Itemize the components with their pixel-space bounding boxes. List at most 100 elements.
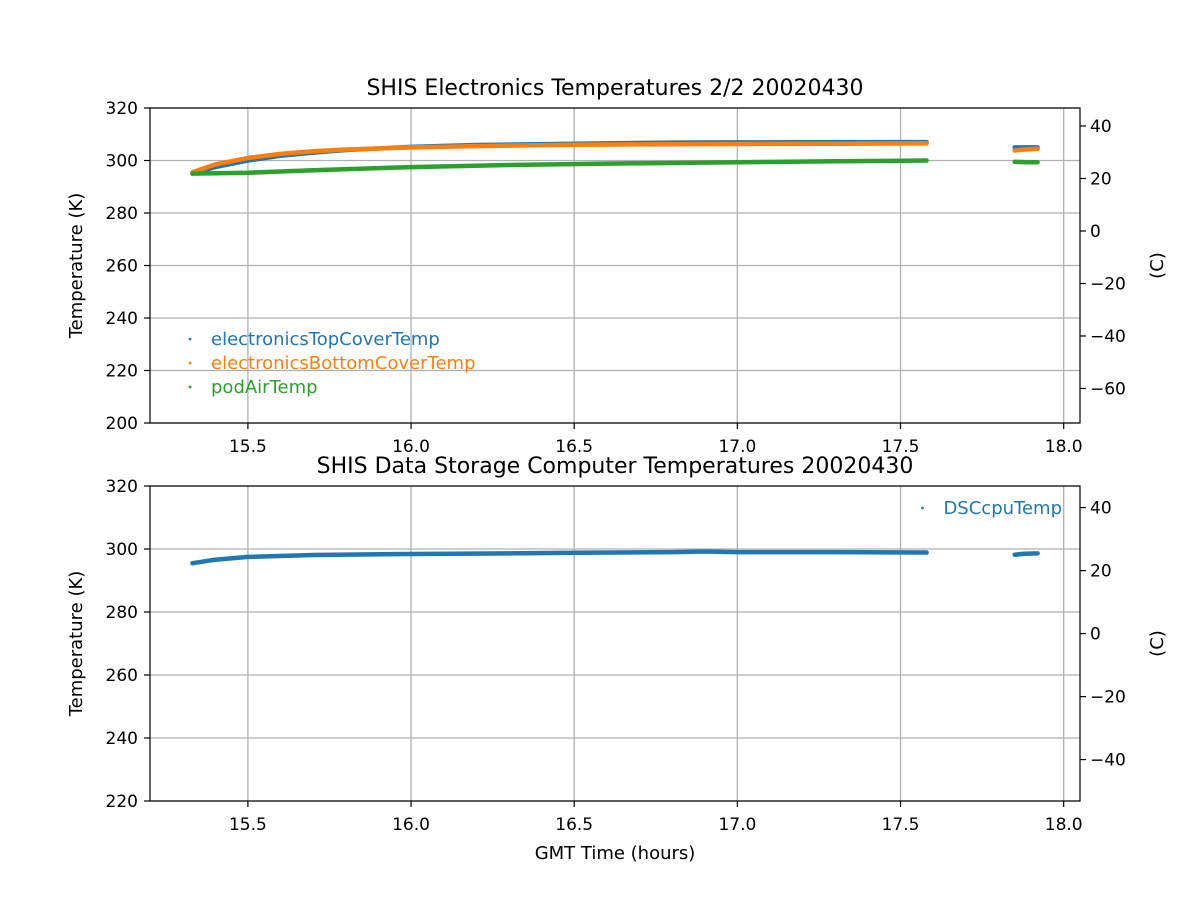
series-band	[190, 549, 929, 566]
data-point	[702, 549, 707, 554]
data-point	[474, 144, 479, 148]
x-tick-label: 16.0	[392, 815, 430, 835]
x-tick-label: 16.0	[392, 437, 430, 457]
x-tick-label: 15.5	[229, 815, 267, 835]
legend-marker	[188, 337, 192, 341]
x-tick-label: 15.5	[229, 437, 267, 457]
data-point	[1035, 551, 1040, 556]
data-point	[409, 552, 413, 556]
y-axis-label: Temperature (K)	[66, 193, 87, 340]
y-tick-label: 280	[106, 603, 138, 623]
x-tick-label: 16.5	[555, 815, 593, 835]
data-point	[246, 171, 250, 175]
legend-marker	[188, 361, 192, 365]
series-DSCcpuTemp	[190, 549, 1040, 566]
data-point	[190, 171, 195, 176]
data-point	[670, 142, 674, 147]
y-axis-label: Temperature (K)	[66, 571, 87, 718]
y-tick-label: 240	[106, 729, 138, 749]
plot-frame	[149, 485, 1081, 802]
chart-title: SHIS Data Storage Computer Temperatures …	[317, 454, 914, 479]
chart-title: SHIS Electronics Temperatures 2/2 200204…	[366, 76, 863, 101]
data-point	[213, 557, 218, 562]
data-point	[1022, 147, 1027, 152]
bottom-chart: 15.5 16.0 16.5 17.0 17.5 18.0 220 240 260 280 300 3…	[66, 454, 1168, 864]
data-point	[1035, 146, 1040, 151]
legend: DSCcpuTemp	[921, 498, 1062, 519]
data-point	[572, 550, 577, 555]
data-point	[507, 551, 511, 556]
y-right-tick-label: 0	[1090, 625, 1101, 645]
data-point	[735, 160, 740, 165]
data-point	[190, 561, 195, 565]
data-point	[833, 141, 838, 146]
data-point	[605, 161, 609, 166]
data-point	[246, 555, 250, 559]
data-point	[311, 149, 315, 154]
y-right-tick-label: 0	[1090, 222, 1101, 242]
data-point	[311, 168, 315, 173]
x-tick-label: 18.0	[1045, 815, 1083, 835]
y-tick-label: 300	[106, 152, 138, 172]
legend-label: podAirTemp	[211, 377, 318, 398]
data-point	[833, 550, 838, 554]
y-right-tick-label: −60	[1090, 379, 1126, 399]
legend-marker	[188, 385, 192, 389]
legend-label: electronicsTopCoverTemp	[211, 329, 440, 350]
y-tick-label: 300	[106, 540, 138, 560]
y-right-tick-label: −20	[1090, 274, 1126, 294]
x-tick-label: 16.5	[555, 437, 593, 457]
y-tick-label: 320	[106, 99, 138, 119]
data-point	[1012, 160, 1017, 164]
y-tick-label: 260	[106, 257, 138, 277]
x-tick-label: 17.0	[718, 437, 756, 457]
data-point	[507, 163, 511, 167]
top-chart: 15.5 16.0 16.5 17.0 17.5 18.02002202402602803…	[66, 76, 1168, 457]
x-axis-label: GMT Time (hours)	[535, 843, 696, 864]
y-tick-label: 220	[106, 362, 138, 382]
y-right-tick-label: 20	[1090, 169, 1112, 189]
y-tick-label: 220	[106, 792, 138, 812]
series-electronicsBottomCoverTemp	[190, 141, 1040, 175]
legend-marker	[921, 506, 924, 510]
data-point	[1022, 160, 1027, 164]
x-tick-label: 18.0	[1045, 437, 1083, 457]
data-point	[924, 550, 929, 555]
y-tick-label: 280	[106, 204, 138, 224]
data-point	[1012, 552, 1017, 557]
y-right-tick-label: −40	[1090, 327, 1126, 347]
y-tick-label: 200	[106, 414, 138, 434]
y-right-tick-label: −40	[1090, 751, 1126, 771]
data-point	[735, 550, 740, 554]
data-point	[213, 162, 218, 167]
data-point	[1012, 148, 1017, 153]
data-point	[343, 147, 348, 152]
data-point	[1035, 160, 1040, 165]
series-podAirTemp	[190, 158, 1040, 176]
y-tick-label: 260	[106, 666, 138, 686]
data-point	[409, 145, 413, 150]
legend-label: DSCcpuTemp	[943, 498, 1062, 519]
legend: electronicsTopCoverTemp electronicsBottom…	[188, 329, 476, 398]
y-right-tick-label: 40	[1090, 499, 1112, 519]
x-tick-label: 17.0	[718, 815, 756, 835]
y-right-tick-label: 40	[1090, 117, 1112, 137]
data-point	[572, 142, 577, 147]
y-right-tick-label: −20	[1090, 688, 1126, 708]
y-right-axis-label: (C)	[1147, 630, 1168, 657]
x-tick-label: 17.5	[882, 437, 920, 457]
data-point	[311, 553, 315, 557]
data-point	[409, 165, 413, 169]
data-point	[278, 152, 283, 156]
data-point	[1022, 551, 1027, 556]
y-right-tick-label: 20	[1090, 562, 1112, 582]
series-band	[190, 141, 929, 175]
series-band	[190, 158, 929, 176]
y-tick-label: 320	[106, 477, 138, 497]
data-point	[924, 158, 929, 163]
legend-label: electronicsBottomCoverTemp	[211, 353, 476, 374]
data-point	[735, 142, 740, 146]
y-right-axis-label: (C)	[1147, 252, 1168, 279]
data-point	[924, 141, 929, 146]
